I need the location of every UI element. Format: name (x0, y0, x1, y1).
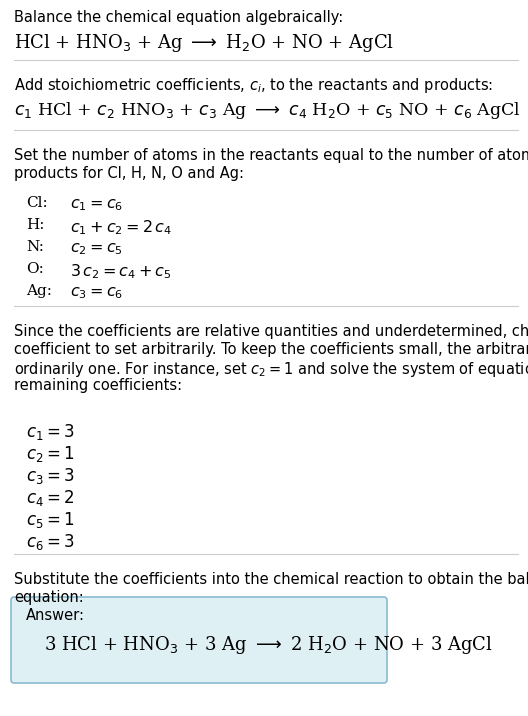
Text: $c_3 = 3$: $c_3 = 3$ (26, 466, 74, 486)
Text: $c_1 + c_2 = 2\,c_4$: $c_1 + c_2 = 2\,c_4$ (70, 218, 172, 237)
Text: Add stoichiometric coefficients, $c_i$, to the reactants and products:: Add stoichiometric coefficients, $c_i$, … (14, 76, 493, 95)
Text: $c_1 = c_6$: $c_1 = c_6$ (70, 196, 123, 213)
Text: Balance the chemical equation algebraically:: Balance the chemical equation algebraica… (14, 10, 343, 25)
Text: Cl:: Cl: (26, 196, 48, 210)
Text: $c_4 = 2$: $c_4 = 2$ (26, 488, 74, 508)
FancyBboxPatch shape (11, 597, 387, 683)
Text: remaining coefficients:: remaining coefficients: (14, 378, 182, 393)
Text: coefficient to set arbitrarily. To keep the coefficients small, the arbitrary va: coefficient to set arbitrarily. To keep … (14, 342, 528, 357)
Text: Ag:: Ag: (26, 284, 52, 298)
Text: N:: N: (26, 240, 44, 254)
Text: Since the coefficients are relative quantities and underdetermined, choose a: Since the coefficients are relative quan… (14, 324, 528, 339)
Text: $c_1 = 3$: $c_1 = 3$ (26, 422, 74, 442)
Text: ordinarily one. For instance, set $c_2 = 1$ and solve the system of equations fo: ordinarily one. For instance, set $c_2 =… (14, 360, 528, 379)
Text: $c_2 = c_5$: $c_2 = c_5$ (70, 240, 123, 257)
Text: $c_5 = 1$: $c_5 = 1$ (26, 510, 74, 530)
Text: products for Cl, H, N, O and Ag:: products for Cl, H, N, O and Ag: (14, 166, 244, 181)
Text: H:: H: (26, 218, 44, 232)
Text: $c_6 = 3$: $c_6 = 3$ (26, 532, 74, 552)
Text: Answer:: Answer: (26, 608, 85, 623)
Text: Set the number of atoms in the reactants equal to the number of atoms in the: Set the number of atoms in the reactants… (14, 148, 528, 163)
Text: $c_1$ HCl + $c_2$ HNO$_3$ + $c_3$ Ag $\longrightarrow$ $c_4$ H$_2$O + $c_5$ NO +: $c_1$ HCl + $c_2$ HNO$_3$ + $c_3$ Ag $\l… (14, 100, 521, 121)
Text: $c_3 = c_6$: $c_3 = c_6$ (70, 284, 123, 301)
Text: $c_2 = 1$: $c_2 = 1$ (26, 444, 74, 464)
Text: equation:: equation: (14, 590, 84, 605)
Text: $3\,c_2 = c_4 + c_5$: $3\,c_2 = c_4 + c_5$ (70, 262, 172, 281)
Text: HCl + HNO$_3$ + Ag $\longrightarrow$ H$_2$O + NO + AgCl: HCl + HNO$_3$ + Ag $\longrightarrow$ H$_… (14, 32, 394, 54)
Text: O:: O: (26, 262, 44, 276)
Text: Substitute the coefficients into the chemical reaction to obtain the balanced: Substitute the coefficients into the che… (14, 572, 528, 587)
Text: 3 HCl + HNO$_3$ + 3 Ag $\longrightarrow$ 2 H$_2$O + NO + 3 AgCl: 3 HCl + HNO$_3$ + 3 Ag $\longrightarrow$… (44, 634, 493, 656)
